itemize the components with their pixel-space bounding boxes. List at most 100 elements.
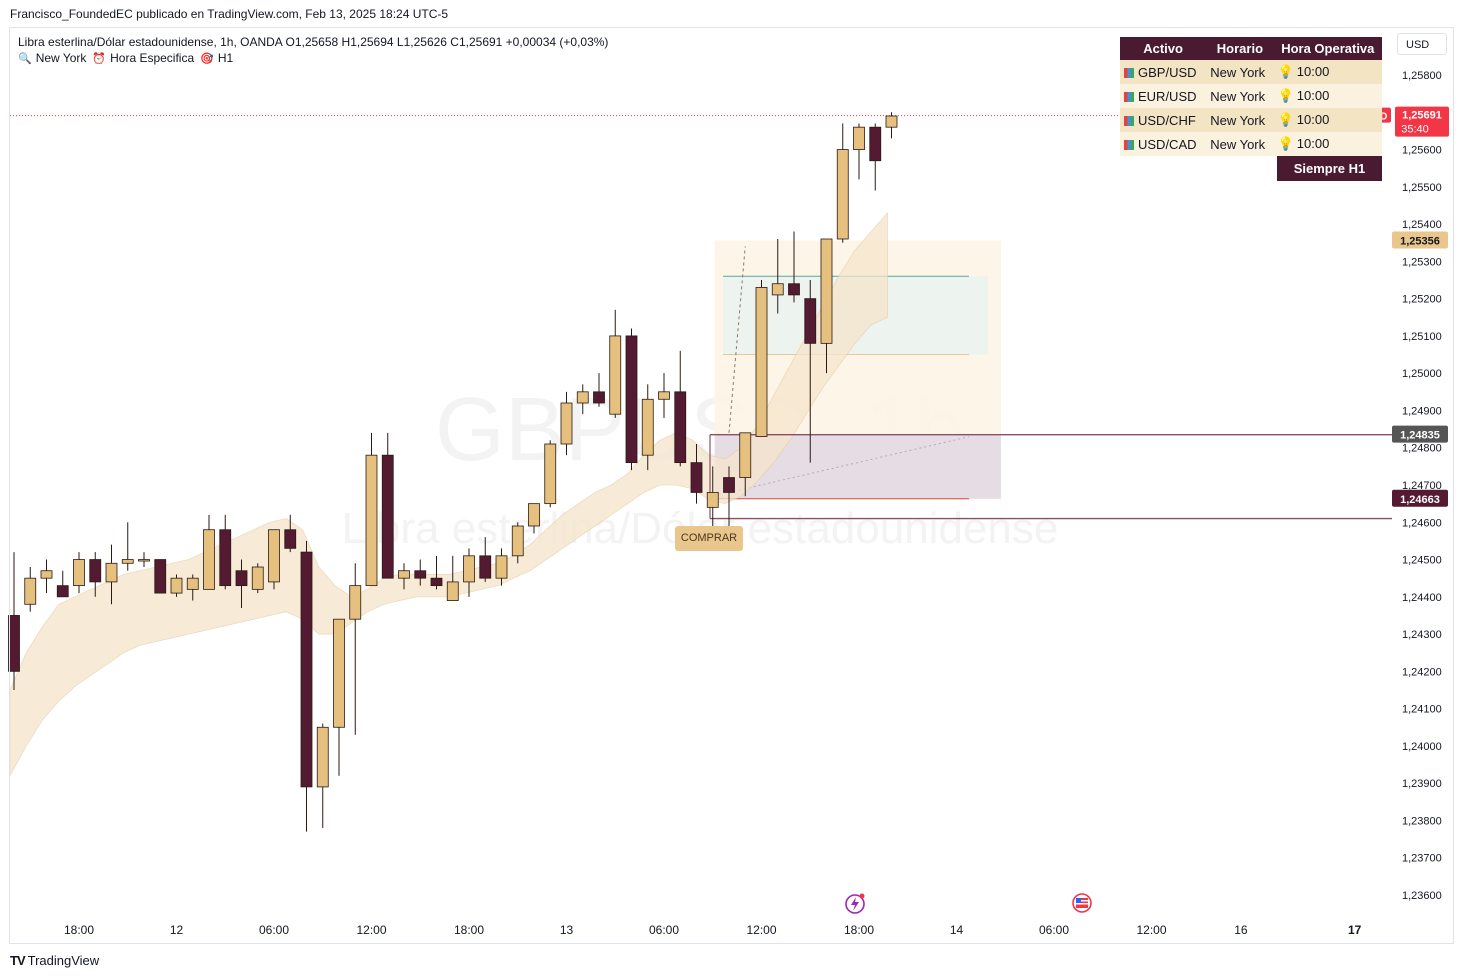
asset-cell: EUR/USD — [1138, 88, 1197, 104]
candle-bear — [625, 335, 638, 464]
price-tick-label: 1,24600 — [1402, 517, 1442, 529]
candle-bull — [739, 432, 752, 478]
price-tick-label: 1,24300 — [1402, 629, 1442, 641]
candle-bull — [446, 581, 459, 601]
position-diagonal — [714, 436, 970, 497]
legend-item-hora[interactable]: ⏰ Hora Especifica — [92, 51, 194, 65]
lightning-icon[interactable] — [845, 893, 865, 914]
table-row: USD/CHF New York 💡 10:00 — [1120, 108, 1382, 132]
time-cell: 10:00 — [1296, 64, 1330, 79]
candle-bull — [138, 559, 150, 562]
symbol-tag: GBPUSD — [1345, 112, 1388, 123]
price-tick-label: 1,25600 — [1402, 145, 1442, 157]
publish-header: Francisco_FoundedEC publicado en Trading… — [10, 7, 449, 21]
legend-item-h1[interactable]: 🎯 H1 — [200, 51, 233, 65]
last-price-label: 1,25691 — [1402, 110, 1442, 122]
bar-chart-icon — [1124, 139, 1134, 150]
candle-bull — [24, 577, 37, 605]
candle-bull — [885, 115, 898, 128]
candle-bull — [544, 443, 557, 505]
candle-bull — [316, 726, 329, 788]
candle-bull — [755, 287, 768, 437]
price-tick-label: 1,25400 — [1402, 219, 1442, 231]
candle-bear — [430, 577, 443, 587]
candle-bear — [89, 559, 102, 583]
asset-cell: USD/CAD — [1138, 136, 1197, 152]
candle-bull — [706, 492, 719, 508]
countdown-label: 35:40 — [1401, 124, 1429, 136]
candle-bull — [398, 570, 410, 579]
legend-item-new-york[interactable]: 🔍 New York — [18, 51, 86, 65]
level-price-tag: 1,25356 — [1400, 235, 1440, 247]
candles — [8, 112, 898, 832]
schedule-table: Activo Horario Hora Operativa GBP/USD Ne… — [1120, 37, 1382, 156]
time-cell: 10:00 — [1296, 88, 1330, 103]
symbol-tag-bg — [1341, 107, 1391, 123]
price-tick-label: 1,24100 — [1402, 704, 1442, 716]
chart-frame — [9, 27, 1454, 944]
level-price-tag: 1,24663 — [1400, 494, 1440, 506]
candle-bull — [853, 126, 865, 150]
indicator-legend: 🔍 New York ⏰ Hora Especifica 🎯 H1 — [18, 51, 233, 65]
level-price-tag-bg — [1392, 489, 1448, 507]
legend-item-label: Hora Especifica — [110, 51, 195, 65]
candle-bear — [56, 585, 69, 598]
schedule-cell: New York — [1210, 136, 1266, 152]
time-axis[interactable]: 18:00 12 06:00 12:00 18:00 13 06:00 12:00 18:00 1… — [64, 923, 1362, 937]
time-tick-label: 06:00 — [1039, 923, 1069, 937]
us-flag-icon[interactable] — [1072, 893, 1092, 913]
schedule-cell: New York — [1210, 64, 1266, 80]
candle-bull — [495, 555, 508, 579]
target-icon: 🎯 — [200, 52, 214, 65]
tradingview-logo[interactable]: TV TradingView — [10, 953, 99, 968]
projection-arrow — [728, 246, 746, 433]
schedule-cell: New York — [1210, 112, 1266, 128]
level-price-tag-bg — [1392, 425, 1448, 443]
time-tick-label: 12:00 — [1136, 923, 1166, 937]
asset-cell: GBP/USD — [1138, 64, 1197, 80]
bar-chart-icon — [1124, 115, 1134, 126]
candle-bear — [674, 391, 687, 464]
candle-bear — [804, 298, 817, 344]
bar-chart-icon — [1124, 91, 1134, 102]
candle-bull — [820, 238, 833, 344]
symbol-legend[interactable]: Libra esterlina/Dólar estadounidense, 1h… — [18, 35, 609, 49]
candle-bull — [349, 585, 362, 620]
time-cell: 10:00 — [1296, 136, 1330, 151]
candle-bull — [771, 283, 784, 296]
candle-bear — [869, 126, 882, 162]
price-tick-label: 1,24500 — [1402, 555, 1442, 567]
level-price-tag-bg — [1392, 231, 1448, 249]
time-tick-label: 13 — [560, 923, 574, 937]
candle-bull — [511, 525, 524, 557]
time-tick-label: 16 — [1234, 923, 1248, 937]
candle-bear — [690, 462, 703, 493]
lightbulb-icon: 💡 — [1277, 112, 1294, 127]
price-axis[interactable]: 1,258001,257001,256001,255001,254001,253… — [1402, 70, 1442, 902]
lightbulb-icon: 💡 — [1277, 64, 1294, 79]
price-tick-label: 1,23900 — [1402, 778, 1442, 790]
time-tick-label: 06:00 — [259, 923, 289, 937]
price-tick-label: 1,23600 — [1402, 890, 1442, 902]
price-tick-label: 1,25100 — [1402, 331, 1442, 343]
table-row: USD/CAD New York 💡 10:00 — [1120, 132, 1382, 156]
time-cell: 10:00 — [1296, 112, 1330, 127]
candle-bear — [154, 559, 167, 594]
time-tick-label: 18:00 — [844, 923, 874, 937]
time-tick-label: 18:00 — [64, 923, 94, 937]
header-hora-operativa: Hora Operativa — [1281, 41, 1375, 56]
currency-selector[interactable]: USD — [1397, 33, 1447, 55]
table-header-row: Activo Horario Hora Operativa — [1120, 37, 1382, 60]
candle-bear — [300, 551, 313, 788]
price-tick-label: 1,25200 — [1402, 294, 1442, 306]
candle-bull — [836, 149, 849, 240]
level-price-tag: 1,24835 — [1400, 430, 1440, 442]
candle-bear — [219, 529, 232, 587]
candle-bull — [121, 559, 134, 564]
candle-bull — [268, 529, 280, 583]
tradingview-mark-icon: TV — [10, 953, 26, 968]
candle-bull — [560, 402, 573, 445]
candle-bull — [365, 454, 378, 587]
legend-item-label: New York — [35, 51, 87, 65]
